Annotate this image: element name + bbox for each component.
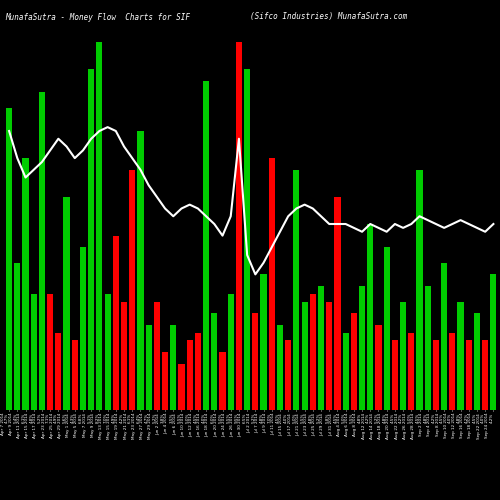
Text: (Sifco Industries) MunafaSutra.com: (Sifco Industries) MunafaSutra.com: [250, 12, 407, 22]
Bar: [285, 340, 292, 410]
Bar: [178, 364, 184, 410]
Bar: [392, 340, 398, 410]
Bar: [146, 325, 152, 410]
Bar: [104, 294, 110, 410]
Bar: [72, 340, 78, 410]
Bar: [129, 170, 136, 410]
Bar: [466, 340, 472, 410]
Bar: [367, 224, 374, 410]
Bar: [30, 294, 37, 410]
Bar: [424, 286, 431, 410]
Bar: [334, 197, 340, 410]
Bar: [384, 247, 390, 410]
Bar: [326, 302, 332, 410]
Bar: [450, 332, 456, 410]
Bar: [490, 274, 496, 410]
Bar: [39, 92, 45, 410]
Bar: [359, 286, 365, 410]
Bar: [474, 313, 480, 410]
Bar: [6, 108, 12, 410]
Bar: [170, 325, 176, 410]
Bar: [252, 313, 258, 410]
Bar: [416, 170, 422, 410]
Bar: [408, 332, 414, 410]
Bar: [441, 262, 447, 410]
Bar: [47, 294, 53, 410]
Bar: [220, 352, 226, 410]
Bar: [433, 340, 439, 410]
Bar: [162, 352, 168, 410]
Bar: [64, 197, 70, 410]
Bar: [342, 332, 348, 410]
Bar: [203, 80, 209, 410]
Bar: [22, 158, 28, 410]
Bar: [277, 325, 283, 410]
Bar: [482, 340, 488, 410]
Bar: [112, 236, 119, 410]
Bar: [96, 42, 102, 410]
Bar: [154, 302, 160, 410]
Bar: [211, 313, 218, 410]
Bar: [376, 325, 382, 410]
Bar: [138, 131, 143, 410]
Bar: [310, 294, 316, 410]
Bar: [294, 170, 300, 410]
Bar: [228, 294, 234, 410]
Text: MunafaSutra - Money Flow  Charts for SIF: MunafaSutra - Money Flow Charts for SIF: [5, 12, 190, 22]
Bar: [195, 332, 201, 410]
Bar: [236, 42, 242, 410]
Bar: [244, 69, 250, 410]
Bar: [80, 247, 86, 410]
Bar: [88, 69, 94, 410]
Bar: [318, 286, 324, 410]
Bar: [302, 302, 308, 410]
Bar: [56, 332, 62, 410]
Bar: [186, 340, 193, 410]
Bar: [268, 158, 275, 410]
Bar: [260, 274, 266, 410]
Bar: [400, 302, 406, 410]
Bar: [14, 262, 20, 410]
Bar: [458, 302, 464, 410]
Bar: [351, 313, 357, 410]
Bar: [121, 302, 127, 410]
